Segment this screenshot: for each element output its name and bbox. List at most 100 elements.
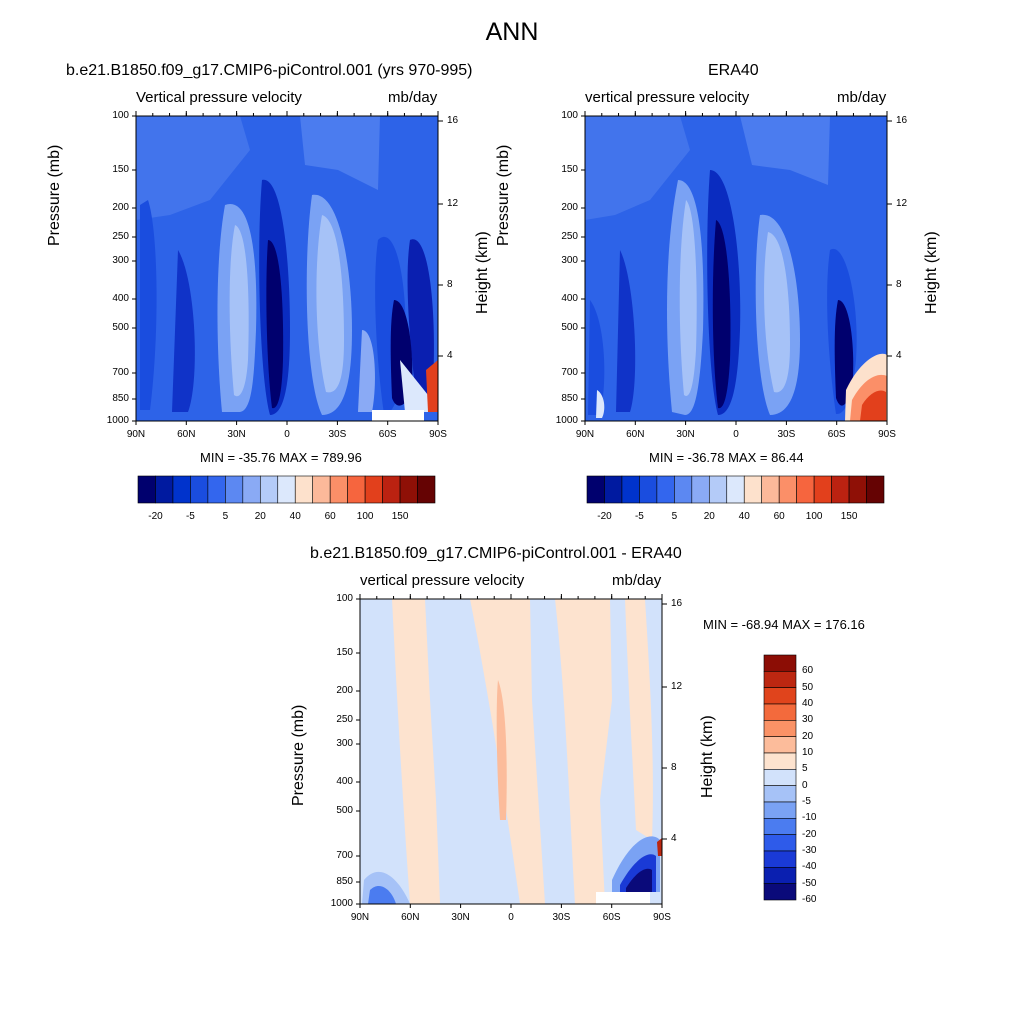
colorbar-swatch [207, 475, 226, 504]
pressure-tick-label: 150 [561, 164, 578, 175]
colorbar-swatch [639, 475, 658, 504]
colorbar-swatch [259, 475, 279, 504]
panel2-field-region [596, 390, 605, 418]
colorbar-label: 40 [289, 511, 301, 522]
height-tick-label: 12 [447, 198, 459, 209]
colorbar-label: -5 [634, 511, 644, 522]
colorbar-label: -20 [597, 511, 612, 522]
pressure-tick-label: 200 [112, 202, 129, 213]
panel1-field-region [300, 116, 380, 190]
colorbar-panel2 [586, 475, 885, 504]
height-tick-label: 4 [447, 350, 453, 361]
latitude-tick-label: 30N [676, 429, 695, 440]
pressure-tick-label: 500 [336, 805, 353, 816]
panel3-field-region [496, 680, 507, 820]
latitude-tick-label: 60N [401, 912, 420, 923]
colorbar-swatch [763, 654, 797, 672]
colorbar-panel3 [763, 654, 797, 901]
colorbar-swatch [382, 475, 401, 504]
pressure-tick-label: 500 [561, 322, 578, 333]
colorbar-swatch [604, 475, 623, 504]
colorbar-label: 0 [802, 779, 808, 791]
panel1-units-label: mb/day [388, 89, 438, 106]
panel1-field-region [407, 239, 434, 412]
colorbar-swatch [137, 475, 156, 504]
colorbar-swatch [586, 475, 605, 504]
pressure-tick-label: 250 [112, 231, 129, 242]
panel2-field-region [764, 232, 790, 393]
colorbar-swatch [364, 475, 383, 504]
colorbar-label: 60 [773, 511, 785, 522]
panel1-field-region [426, 360, 438, 412]
panel1-y2label: Height (km) [474, 231, 491, 314]
latitude-tick-label: 0 [508, 912, 514, 923]
height-tick-label: 4 [896, 350, 902, 361]
colorbar-swatch [763, 818, 797, 835]
pressure-tick-label: 400 [336, 776, 353, 787]
latitude-tick-label: 90S [878, 429, 896, 440]
latitude-tick-label: 60S [602, 912, 621, 923]
latitude-tick-label: 0 [733, 429, 739, 440]
panel1-plot [135, 115, 439, 422]
height-tick-label: 4 [671, 833, 677, 844]
colorbar-label: 50 [802, 681, 814, 693]
latitude-tick-label: 60N [626, 429, 645, 440]
height-tick-label: 8 [896, 279, 902, 290]
colorbar-swatch [778, 475, 797, 504]
colorbar-swatch [621, 475, 640, 504]
colorbar-swatch [763, 769, 797, 786]
colorbar-swatch [155, 475, 174, 504]
colorbar-swatch [763, 736, 797, 754]
pressure-tick-label: 500 [112, 322, 129, 333]
colorbar-label: -20 [802, 828, 817, 840]
pressure-tick-label: 850 [336, 876, 353, 887]
pressure-tick-label: 700 [336, 850, 353, 861]
colorbar-swatch [813, 475, 832, 504]
colorbar-swatch [763, 785, 797, 803]
colorbar-swatch [763, 687, 797, 705]
pressure-tick-label: 200 [336, 685, 353, 696]
pressure-tick-label: 850 [112, 393, 129, 404]
colorbar-label: 40 [802, 698, 814, 709]
latitude-tick-label: 90S [429, 429, 447, 440]
colorbar-swatch [726, 475, 745, 504]
colorbar-label: -5 [185, 511, 195, 522]
colorbar-swatch [172, 475, 191, 504]
pressure-tick-label: 300 [112, 255, 129, 266]
colorbar-label: 30 [802, 714, 814, 726]
colorbar-label: 20 [802, 730, 814, 742]
colorbar-label: 60 [324, 511, 336, 522]
colorbar-label: 5 [671, 511, 678, 522]
panel2-y2label: Height (km) [923, 231, 940, 314]
latitude-tick-label: 90N [575, 429, 595, 440]
colorbar-label: 10 [802, 747, 814, 758]
colorbar-swatch [763, 752, 797, 770]
panel2-stats: MIN = -36.78 MAX = 86.44 [649, 450, 804, 465]
height-tick-label: 8 [447, 279, 453, 290]
colorbar-swatch [761, 475, 780, 504]
pressure-tick-label: 250 [336, 714, 353, 725]
panel2-field-region [588, 300, 605, 415]
colorbar-swatch [763, 671, 797, 688]
colorbar-label: 100 [805, 511, 823, 522]
colorbar-label: -10 [802, 812, 817, 824]
panel3-ylabel: Pressure (mb) [290, 704, 307, 806]
colorbar-label: 150 [391, 511, 409, 522]
latitude-tick-label: 30S [777, 429, 796, 440]
tick-marks [132, 111, 892, 908]
colorbar-swatch [763, 867, 797, 884]
panel3-title: b.e21.B1850.f09_g17.CMIP6-piControl.001 … [310, 545, 682, 562]
height-tick-label: 16 [896, 115, 908, 126]
latitude-tick-label: 90N [350, 912, 370, 923]
latitude-tick-label: 60S [827, 429, 846, 440]
colorbar-swatch [763, 850, 797, 868]
colorbar-swatch [294, 475, 314, 504]
colorbar-label: 5 [802, 763, 808, 775]
pressure-tick-label: 100 [336, 593, 353, 604]
pressure-tick-label: 400 [561, 293, 578, 304]
colorbar-swatch [399, 475, 418, 504]
pressure-tick-label: 300 [561, 255, 578, 266]
colorbar-swatch [763, 801, 797, 819]
colorbar-swatch [656, 475, 675, 504]
